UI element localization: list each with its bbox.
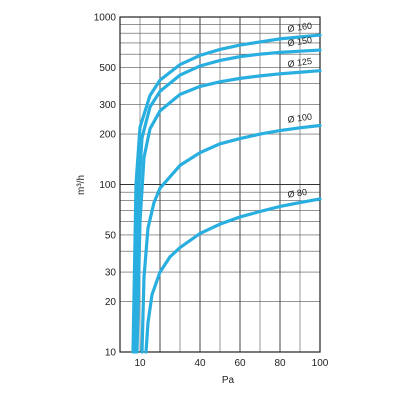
y-axis-label: m³/h	[76, 175, 87, 195]
series-label: Ø 150	[287, 35, 313, 48]
x-tick-label: 60	[234, 358, 246, 369]
chart-series	[131, 33, 322, 354]
series-label: Ø 80	[287, 187, 308, 200]
y-tick-label: 30	[105, 268, 117, 279]
chart-grid	[119, 16, 321, 353]
series-line	[140, 123, 322, 354]
y-tick-label: 50	[105, 230, 117, 241]
x-tick-label: 100	[312, 358, 329, 369]
y-tick-label: 20	[105, 297, 117, 308]
series-line	[133, 48, 322, 354]
y-tick-label: 200	[99, 130, 116, 141]
x-axis-label: Pa	[222, 375, 235, 386]
series-line	[135, 69, 322, 354]
y-tick-label: 1000	[94, 13, 117, 24]
y-tick-label: 300	[99, 100, 116, 111]
series-line	[131, 33, 322, 354]
y-tick-labels: 1000 500 300 200 100 50 30 20 10	[94, 13, 117, 359]
series-label: Ø 125	[287, 56, 313, 69]
x-tick-label: 40	[194, 358, 206, 369]
series-label: Ø 100	[287, 111, 313, 124]
plot-frame	[119, 16, 321, 353]
x-tick-label: 80	[274, 358, 286, 369]
series-line	[144, 197, 322, 354]
y-tick-label: 500	[99, 63, 116, 74]
series-label: Ø 160	[287, 21, 313, 34]
x-tick-labels: 10 40 60 80 100	[134, 358, 328, 369]
y-tick-label: 100	[99, 180, 116, 191]
y-tick-label: 10	[105, 348, 117, 359]
x-tick-label: 10	[134, 358, 146, 369]
